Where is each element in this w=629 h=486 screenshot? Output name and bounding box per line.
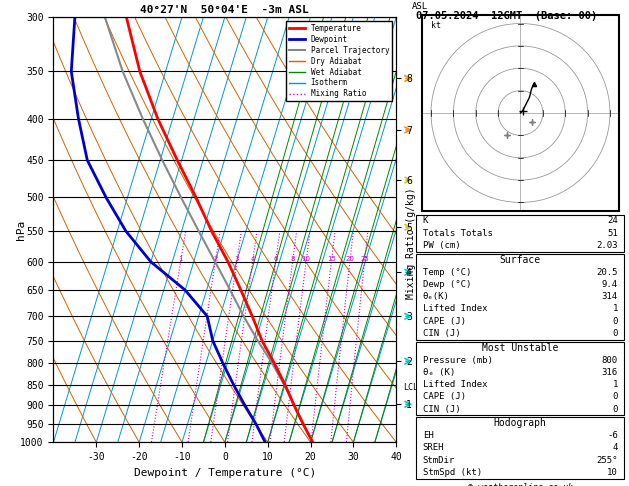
Title: 40°27'N  50°04'E  -3m ASL: 40°27'N 50°04'E -3m ASL [140, 5, 309, 15]
Text: 1: 1 [179, 256, 183, 262]
Text: PW (cm): PW (cm) [423, 241, 460, 250]
Text: θₑ(K): θₑ(K) [423, 292, 450, 301]
Text: Hodograph: Hodograph [494, 418, 547, 429]
Text: Lifted Index: Lifted Index [423, 380, 487, 389]
Text: 255°: 255° [596, 456, 618, 465]
Text: CAPE (J): CAPE (J) [423, 392, 465, 401]
Legend: Temperature, Dewpoint, Parcel Trajectory, Dry Adiabat, Wet Adiabat, Isotherm, Mi: Temperature, Dewpoint, Parcel Trajectory… [286, 21, 392, 102]
Text: θₑ (K): θₑ (K) [423, 368, 455, 377]
Text: StmSpd (kt): StmSpd (kt) [423, 468, 482, 477]
Text: LCL: LCL [403, 383, 418, 392]
Text: 0: 0 [613, 405, 618, 414]
Text: CIN (J): CIN (J) [423, 329, 460, 338]
Bar [416, 342, 624, 416]
Text: 0: 0 [613, 329, 618, 338]
Text: 25: 25 [360, 256, 369, 262]
Text: Pressure (mb): Pressure (mb) [423, 356, 493, 364]
Text: 2.03: 2.03 [596, 241, 618, 250]
Text: 800: 800 [601, 356, 618, 364]
Bar [416, 417, 624, 479]
Text: 6: 6 [274, 256, 278, 262]
Text: 4: 4 [250, 256, 255, 262]
Bar [416, 215, 624, 252]
Text: 4: 4 [613, 444, 618, 452]
Text: hPa: hPa [16, 220, 26, 240]
Text: CIN (J): CIN (J) [423, 405, 460, 414]
Text: 10: 10 [301, 256, 311, 262]
Text: 2: 2 [213, 256, 218, 262]
Text: Lifted Index: Lifted Index [423, 304, 487, 313]
Text: 316: 316 [601, 368, 618, 377]
Text: EH: EH [423, 431, 433, 440]
Bar [416, 254, 624, 340]
Text: Totals Totals: Totals Totals [423, 229, 493, 238]
Text: Most Unstable: Most Unstable [482, 343, 559, 353]
Text: 9.4: 9.4 [601, 280, 618, 289]
Text: © weatheronline.co.uk: © weatheronline.co.uk [468, 483, 572, 486]
Text: StmDir: StmDir [423, 456, 455, 465]
Text: 0: 0 [613, 392, 618, 401]
Text: 20.5: 20.5 [596, 268, 618, 277]
Text: 1: 1 [613, 380, 618, 389]
Text: Dewp (°C): Dewp (°C) [423, 280, 471, 289]
Text: SREH: SREH [423, 444, 444, 452]
Text: 8: 8 [291, 256, 295, 262]
Text: -6: -6 [607, 431, 618, 440]
Text: 24: 24 [607, 216, 618, 226]
Text: 10: 10 [607, 468, 618, 477]
Text: 07.05.2024  12GMT  (Base: 00): 07.05.2024 12GMT (Base: 00) [416, 11, 598, 21]
Text: 0: 0 [613, 317, 618, 326]
Text: CAPE (J): CAPE (J) [423, 317, 465, 326]
Text: 1: 1 [613, 304, 618, 313]
Text: Temp (°C): Temp (°C) [423, 268, 471, 277]
Text: 3: 3 [235, 256, 239, 262]
Text: Surface: Surface [499, 255, 541, 265]
Text: Mixing Ratio (g/kg): Mixing Ratio (g/kg) [406, 187, 416, 299]
Text: K: K [423, 216, 428, 226]
X-axis label: Dewpoint / Temperature (°C): Dewpoint / Temperature (°C) [134, 468, 316, 478]
Text: 20: 20 [345, 256, 354, 262]
Text: 15: 15 [327, 256, 336, 262]
Text: 51: 51 [607, 229, 618, 238]
Text: 314: 314 [601, 292, 618, 301]
Text: kt: kt [431, 21, 441, 30]
Text: km
ASL: km ASL [412, 0, 428, 11]
